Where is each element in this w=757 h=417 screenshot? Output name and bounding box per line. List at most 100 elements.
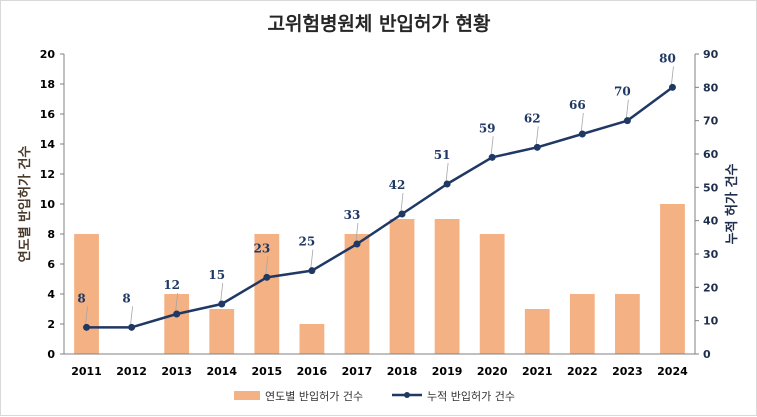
line-point-2011	[83, 323, 91, 331]
line-point-2013	[173, 310, 181, 318]
left-tick-label: 6	[47, 258, 55, 271]
data-label-leader	[130, 306, 134, 325]
data-label-2017: 33	[344, 208, 361, 222]
left-tick-label: 4	[47, 288, 55, 301]
data-label-2013: 12	[163, 278, 180, 292]
left-tick-label: 12	[40, 168, 55, 181]
data-label-2012: 8	[122, 291, 130, 305]
x-tick-label: 2024	[657, 365, 688, 378]
bar-2014	[209, 309, 235, 354]
data-label-2019: 51	[434, 148, 451, 162]
x-tick-label: 2015	[252, 365, 283, 378]
right-tick-label: 0	[703, 348, 711, 361]
data-label-leader	[355, 222, 359, 242]
line-point-2020	[488, 153, 496, 161]
line-point-2015	[263, 273, 271, 281]
bar-2022	[569, 294, 595, 354]
bar-2023	[614, 294, 640, 354]
right-tick-label: 30	[703, 248, 719, 261]
right-tick-label: 50	[703, 181, 719, 194]
x-tick-label: 2013	[161, 365, 192, 378]
bar-2019	[434, 219, 460, 354]
data-label-2024: 80	[659, 51, 676, 65]
line-point-2024	[668, 83, 676, 91]
x-tick-label: 2012	[116, 365, 147, 378]
line-point-2016	[308, 267, 316, 275]
right-tick-label: 70	[703, 115, 719, 128]
bar-2015	[254, 234, 280, 354]
x-tick-label: 2022	[567, 365, 598, 378]
line-point-2021	[533, 143, 541, 151]
line-point-2014	[218, 300, 226, 308]
line-point-2017	[353, 240, 361, 248]
right-tick-label: 20	[703, 281, 719, 294]
line-point-2018	[398, 210, 406, 218]
right-tick-label: 90	[703, 48, 719, 61]
plot-area: 0 2 4 6 8 10 12 14 16 18 20 0 10 20 30 40 50 60 70 80 90 2011…	[40, 48, 719, 378]
data-label-leader	[310, 249, 314, 268]
right-tick-label: 40	[703, 215, 719, 228]
left-tick-label: 2	[47, 318, 55, 331]
x-tick-label: 2016	[297, 365, 328, 378]
data-label-leader	[490, 136, 494, 155]
bar-2011	[74, 234, 99, 354]
chart-title: 고위험병원체 반입허가 현황	[268, 12, 492, 35]
x-tick-label: 2018	[387, 365, 418, 378]
data-label-leader	[220, 282, 224, 302]
bar-2020	[479, 234, 505, 354]
bar-2024	[660, 204, 685, 354]
data-label-2016: 25	[299, 235, 316, 249]
data-label-leader	[400, 192, 404, 212]
data-label-2015: 23	[253, 241, 270, 255]
left-tick-label: 20	[40, 48, 56, 61]
data-label-2022: 66	[569, 98, 586, 112]
line-point-2023	[623, 117, 631, 125]
data-label-leader	[625, 99, 629, 118]
data-label-leader	[535, 126, 539, 145]
x-tick-label: 2020	[477, 365, 508, 378]
line-point-2022	[578, 130, 586, 138]
data-label-2020: 59	[479, 121, 496, 135]
left-tick-label: 8	[47, 228, 55, 241]
line-point-2012	[128, 323, 136, 331]
data-label-leader	[175, 292, 179, 312]
x-tick-label: 2021	[522, 365, 553, 378]
line-point-2019	[443, 180, 451, 188]
data-label-leader	[580, 112, 584, 132]
right-tick-label: 80	[703, 81, 719, 94]
left-tick-label: 16	[40, 108, 56, 121]
data-label-2018: 42	[389, 178, 406, 192]
x-tick-label: 2014	[206, 365, 237, 378]
x-tick-label: 2011	[71, 365, 102, 378]
data-label-leader	[265, 256, 269, 275]
bar-2018	[389, 219, 415, 354]
legend-line-marker	[404, 392, 410, 398]
data-label-2011: 8	[77, 291, 85, 305]
legend-line-label: 누적 반입허가 건수	[427, 390, 515, 403]
data-label-2021: 62	[524, 111, 541, 125]
data-label-2014: 15	[208, 268, 225, 282]
data-label-leader	[85, 306, 88, 325]
bar-2016	[299, 324, 325, 354]
right-tick-label: 10	[703, 315, 719, 328]
legend-bar-swatch	[234, 391, 260, 400]
x-tick-label: 2019	[432, 365, 463, 378]
right-tick-label: 60	[703, 148, 719, 161]
bar-2017	[344, 234, 370, 354]
left-tick-label: 0	[47, 348, 55, 361]
bar-2021	[524, 309, 550, 354]
left-tick-label: 10	[40, 198, 56, 211]
x-tick-label: 2017	[342, 365, 373, 378]
x-tick-label: 2023	[612, 365, 643, 378]
legend: 연도별 반입허가 건수 누적 반입허가 건수	[234, 390, 515, 403]
data-label-leader	[445, 162, 449, 182]
left-axis-title: 연도별 반입허가 건수	[17, 146, 33, 263]
cumulative-line	[86, 86, 674, 329]
left-tick-label: 14	[40, 138, 56, 151]
data-label-leader	[671, 66, 674, 85]
right-axis-title: 누적 허가 건수	[724, 164, 740, 245]
left-tick-label: 18	[40, 78, 55, 91]
legend-bar-label: 연도별 반입허가 건수	[265, 390, 363, 403]
